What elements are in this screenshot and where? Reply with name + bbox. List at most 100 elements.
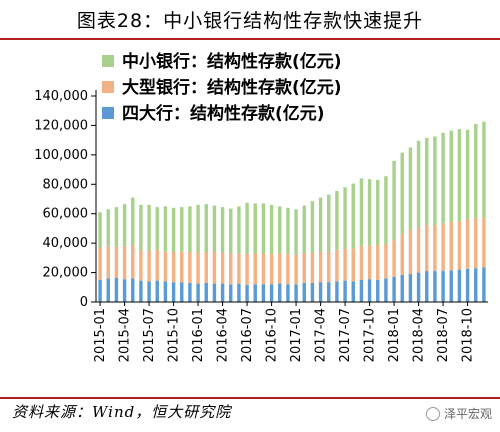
bar-segment — [171, 282, 176, 302]
bar-segment — [188, 282, 192, 302]
bar-segment — [171, 251, 176, 283]
bar-segment — [482, 267, 486, 302]
bar-segment — [98, 247, 102, 280]
x-tick-label: 2017-01 — [289, 308, 304, 362]
bar-segment — [220, 283, 225, 302]
bar-segment — [212, 205, 217, 252]
bar-segment — [139, 204, 143, 251]
bar-segment — [482, 218, 486, 268]
y-tick-label: 40,000 — [43, 236, 89, 251]
bar-segment — [433, 271, 437, 302]
chart-title: 图表28：中小银行结构性存款快速提升 — [76, 9, 424, 32]
bar-segment — [229, 284, 233, 302]
bar-segment — [98, 212, 102, 248]
bar-segment — [384, 278, 388, 302]
y-tick-label: 0 — [80, 295, 88, 310]
bar-segment — [220, 252, 225, 284]
bar-segment — [204, 282, 208, 302]
bar-segment — [180, 282, 184, 302]
bar-segment — [433, 136, 437, 226]
bar-segment — [212, 251, 217, 284]
bar-segment — [253, 253, 257, 285]
bar-segment — [131, 197, 135, 247]
bar-segment — [327, 282, 331, 302]
bar-segment — [425, 271, 429, 302]
bar-segment — [237, 206, 241, 254]
x-tick-label: 2018-04 — [412, 308, 427, 362]
bar-segment — [465, 219, 470, 269]
bar-segment — [310, 282, 315, 302]
bar-segment — [147, 281, 151, 302]
bar-segment — [229, 208, 233, 254]
bar-segment — [155, 207, 159, 250]
x-tick-label: 2017-04 — [314, 308, 329, 362]
bar-segment — [114, 277, 119, 302]
bar-segment — [220, 207, 225, 253]
x-tick-label: 2016-04 — [216, 308, 231, 362]
bar-segment — [237, 283, 241, 302]
bar-segment — [196, 283, 200, 302]
bar-segment — [180, 251, 184, 283]
bar-segment — [376, 279, 380, 302]
bar-segment — [449, 130, 453, 222]
bar-segment — [359, 279, 364, 302]
y-tick-label: 60,000 — [43, 207, 89, 222]
bar-segment — [400, 234, 404, 275]
bar-segment — [106, 246, 110, 279]
x-tick-label: 2016-01 — [191, 308, 206, 362]
watermark-text: 泽平宏观 — [443, 407, 492, 421]
bar-segment — [367, 179, 372, 246]
bar-segment — [122, 204, 127, 247]
bar-segment — [474, 123, 478, 219]
bar-segment — [114, 207, 119, 247]
bar-segment — [318, 282, 323, 302]
y-tick-label: 100,000 — [34, 148, 88, 163]
bar-segment — [376, 245, 380, 280]
x-tick-label: 2015-04 — [118, 308, 133, 362]
bar-segment — [286, 207, 290, 255]
bar-segment — [180, 207, 184, 252]
bar-segment — [384, 176, 388, 244]
bar-segment — [441, 271, 445, 302]
bar-segment — [131, 246, 135, 279]
bar-segment — [376, 179, 380, 246]
bar-segment — [139, 280, 143, 302]
bar-segment — [335, 249, 339, 282]
bar-segment — [139, 250, 143, 281]
legend-entry: 四大行：结构性存款(亿元) — [122, 103, 325, 124]
bar-segment — [384, 243, 388, 279]
bar-segment — [294, 284, 298, 302]
bar-segment — [465, 129, 470, 220]
bar-segment — [147, 204, 151, 251]
bar-segment — [474, 218, 478, 269]
bar-segment — [343, 249, 347, 281]
bar-segment — [278, 206, 282, 254]
bar-segment — [367, 279, 372, 302]
bar-segment — [147, 250, 151, 282]
bar-segment — [106, 278, 110, 302]
bar-segment — [188, 206, 192, 252]
source-note: 资料来源：Wind，恒大研究院 — [12, 403, 232, 421]
bar-segment — [196, 251, 200, 284]
bar-segment — [155, 280, 159, 302]
bar-segment — [269, 284, 274, 302]
bar-segment — [367, 245, 372, 280]
bar-segment — [449, 221, 453, 271]
x-tick-label: 2018-01 — [387, 308, 402, 362]
bar-segment — [343, 187, 347, 250]
y-tick-label: 80,000 — [43, 177, 89, 192]
bar-segment — [106, 209, 110, 247]
bar-segment — [237, 253, 241, 284]
bar-segment — [474, 268, 478, 302]
bar-segment — [171, 207, 176, 252]
y-tick-label: 120,000 — [34, 118, 88, 133]
y-tick-label: 20,000 — [43, 266, 89, 281]
bar-segment — [245, 253, 249, 286]
bar-segment — [359, 178, 364, 247]
bar-segment — [327, 194, 331, 252]
bar-segment — [318, 197, 323, 252]
x-tick-label: 2017-10 — [363, 308, 378, 362]
bar-segment — [302, 253, 306, 283]
bar-segment — [351, 248, 355, 282]
bar-segment — [98, 279, 102, 302]
